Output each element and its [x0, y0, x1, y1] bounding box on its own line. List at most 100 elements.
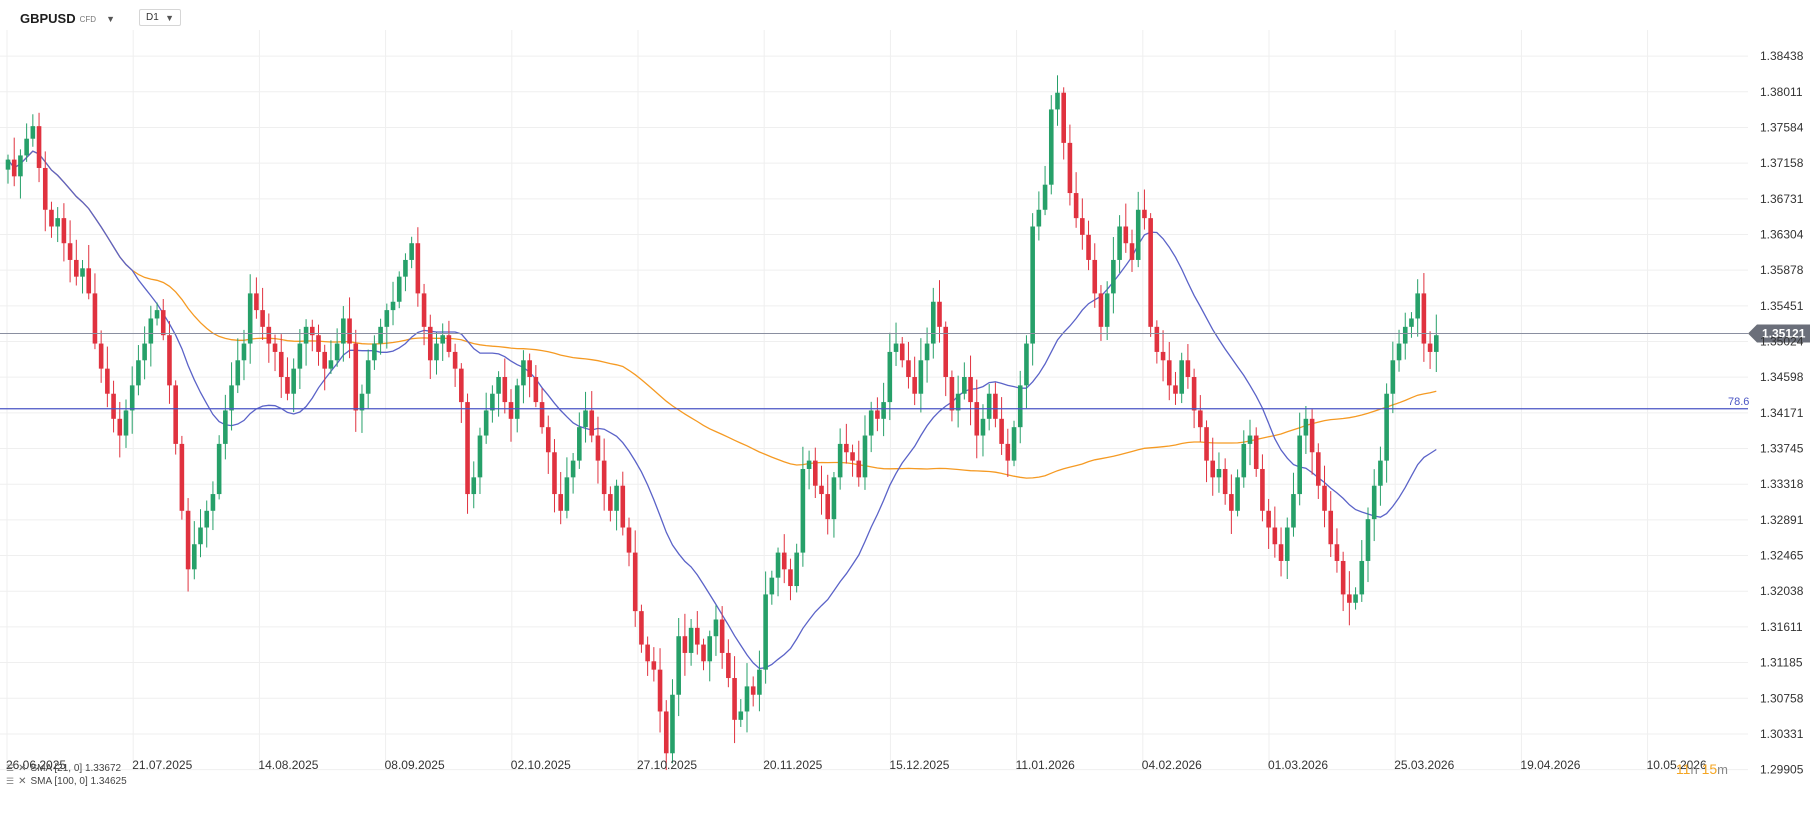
- candle-body[interactable]: [533, 377, 539, 403]
- candle-body[interactable]: [1347, 594, 1352, 603]
- candle-body[interactable]: [49, 209, 54, 227]
- candle-body[interactable]: [1328, 510, 1334, 545]
- candle-body[interactable]: [427, 326, 433, 361]
- candle-body[interactable]: [688, 627, 694, 653]
- symbol-selector[interactable]: GBPUSD CFD ▼: [20, 11, 115, 26]
- candle-body[interactable]: [372, 343, 377, 361]
- candle-body[interactable]: [490, 393, 495, 411]
- candle-body[interactable]: [136, 360, 141, 386]
- candle-body[interactable]: [55, 218, 60, 227]
- candle-body[interactable]: [1166, 360, 1172, 386]
- candle-body[interactable]: [111, 393, 116, 419]
- candle-body[interactable]: [1241, 443, 1247, 478]
- candle-body[interactable]: [850, 452, 855, 461]
- candle-body[interactable]: [204, 510, 210, 528]
- candle-body[interactable]: [378, 326, 383, 344]
- candle-body[interactable]: [192, 544, 197, 570]
- candle-body[interactable]: [943, 326, 949, 378]
- candle-body[interactable]: [471, 477, 477, 495]
- candle-body[interactable]: [11, 159, 17, 177]
- candle-body[interactable]: [657, 669, 663, 712]
- candle-body[interactable]: [1390, 360, 1396, 394]
- candle-body[interactable]: [359, 393, 365, 411]
- candle-body[interactable]: [303, 326, 309, 344]
- candle-body[interactable]: [726, 652, 731, 679]
- candle-body[interactable]: [30, 126, 36, 139]
- candle-body[interactable]: [713, 619, 719, 637]
- candle-body[interactable]: [558, 494, 563, 511]
- candle-body[interactable]: [682, 636, 688, 653]
- candle-body[interactable]: [813, 460, 818, 486]
- candle-body[interactable]: [744, 686, 750, 712]
- candle-body[interactable]: [508, 402, 514, 419]
- candle-body[interactable]: [61, 218, 67, 244]
- candle-body[interactable]: [74, 259, 79, 277]
- candle-body[interactable]: [1123, 226, 1129, 244]
- candle-body[interactable]: [1104, 293, 1110, 327]
- candle-body[interactable]: [160, 310, 166, 336]
- candle-body[interactable]: [1291, 494, 1296, 528]
- candle-body[interactable]: [1247, 435, 1253, 444]
- candle-body[interactable]: [626, 527, 632, 553]
- candle-body[interactable]: [1135, 209, 1141, 260]
- candle-body[interactable]: [260, 310, 265, 327]
- candle-body[interactable]: [1198, 410, 1203, 428]
- candle-body[interactable]: [980, 418, 986, 436]
- candle-body[interactable]: [806, 460, 812, 469]
- candle-body[interactable]: [1030, 226, 1035, 344]
- candle-body[interactable]: [1266, 510, 1271, 528]
- candle-body[interactable]: [98, 343, 104, 369]
- timeframe-selector[interactable]: D1 ▼: [139, 9, 181, 26]
- candle-body[interactable]: [1179, 360, 1184, 394]
- indicator-settings-icon[interactable]: ☰: [6, 763, 15, 773]
- candle-body[interactable]: [906, 360, 911, 378]
- candle-body[interactable]: [396, 276, 402, 302]
- candle-body[interactable]: [92, 293, 98, 344]
- candle-body[interactable]: [309, 326, 315, 336]
- candle-body[interactable]: [1185, 360, 1191, 378]
- candle-body[interactable]: [254, 293, 259, 311]
- candle-body[interactable]: [918, 360, 924, 394]
- candle-body[interactable]: [707, 636, 713, 662]
- candle-body[interactable]: [36, 126, 42, 168]
- candle-body[interactable]: [496, 377, 501, 394]
- candle-body[interactable]: [1036, 209, 1042, 227]
- candle-body[interactable]: [738, 711, 744, 720]
- candle-body[interactable]: [757, 669, 762, 695]
- candle-body[interactable]: [825, 494, 831, 520]
- candle-body[interactable]: [1378, 460, 1383, 486]
- candle-body[interactable]: [403, 259, 408, 277]
- candle-body[interactable]: [844, 443, 849, 453]
- candle-body[interactable]: [1297, 435, 1302, 495]
- candle-body[interactable]: [1340, 560, 1346, 595]
- candle-body[interactable]: [1353, 594, 1358, 603]
- candle-body[interactable]: [1048, 109, 1054, 185]
- candle-body[interactable]: [701, 644, 706, 662]
- candle-body[interactable]: [1359, 560, 1365, 595]
- candle-body[interactable]: [272, 343, 278, 352]
- candle-body[interactable]: [1080, 218, 1085, 235]
- candle-body[interactable]: [1371, 485, 1377, 520]
- candle-body[interactable]: [881, 402, 886, 419]
- candle-body[interactable]: [86, 268, 92, 294]
- candle-body[interactable]: [1086, 234, 1091, 260]
- candle-body[interactable]: [1011, 427, 1017, 461]
- candle-body[interactable]: [781, 552, 787, 570]
- candle-body[interactable]: [210, 494, 216, 511]
- candle-body[interactable]: [999, 418, 1004, 444]
- candle-body[interactable]: [235, 360, 241, 386]
- candle-body[interactable]: [409, 243, 414, 260]
- candle-body[interactable]: [583, 410, 588, 428]
- candle-body[interactable]: [601, 460, 607, 495]
- candle-body[interactable]: [695, 627, 700, 645]
- candle-body[interactable]: [1117, 226, 1122, 260]
- candle-body[interactable]: [993, 393, 998, 419]
- candle-body[interactable]: [1191, 377, 1197, 411]
- candle-body[interactable]: [1067, 142, 1073, 194]
- candle-body[interactable]: [608, 494, 613, 511]
- candle-body[interactable]: [868, 410, 874, 436]
- candle-body[interactable]: [974, 402, 980, 436]
- remove-indicator-icon[interactable]: ✕: [18, 763, 27, 774]
- candle-body[interactable]: [986, 393, 992, 419]
- candle-body[interactable]: [589, 410, 595, 436]
